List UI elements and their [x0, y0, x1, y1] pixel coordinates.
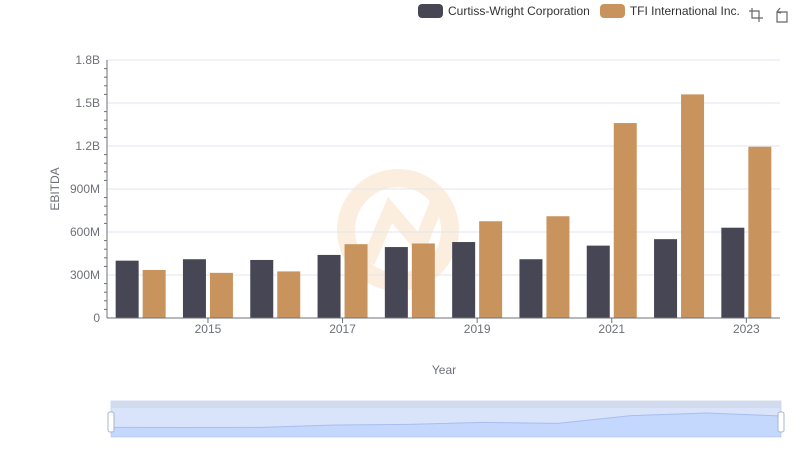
- x-axis-title: Year: [432, 363, 456, 377]
- y-tick-label: 1.5B: [75, 96, 100, 110]
- y-axis-title: EBITDA: [48, 167, 62, 210]
- bar-curtiss-wright-2021[interactable]: [586, 245, 610, 318]
- zoom-move-bar[interactable]: [111, 401, 781, 408]
- toolbox: [747, 6, 791, 24]
- bar-tfi-2014[interactable]: [142, 269, 166, 318]
- axes: 0 300M 600M 900M 1.2B 1.5B 1.8B 2015 2017 2019 202…: [70, 53, 780, 336]
- bar-curtiss-wright-2018[interactable]: [384, 247, 408, 318]
- y-tick-label: 0: [93, 311, 100, 325]
- legend-label: Curtiss-Wright Corporation: [448, 4, 590, 18]
- x-tick-label: 2023: [733, 322, 760, 336]
- legend-item-tfi[interactable]: TFI International Inc.: [599, 4, 740, 18]
- bar-curtiss-wright-2020[interactable]: [519, 259, 543, 318]
- bar-curtiss-wright-2016[interactable]: [250, 259, 274, 318]
- bar-tfi-2016[interactable]: [277, 271, 301, 318]
- x-tick-label: 2017: [329, 322, 356, 336]
- bar-curtiss-wright-2019[interactable]: [452, 242, 476, 318]
- watermark-mark: [361, 196, 445, 265]
- y-tick-label: 1.2B: [75, 139, 100, 153]
- legend: Curtiss-Wright Corporation TFI Internati…: [418, 4, 750, 18]
- x-tick-label: 2015: [195, 322, 222, 336]
- bar-curtiss-wright-2015[interactable]: [182, 259, 206, 318]
- legend-swatch: [599, 4, 625, 18]
- bar-tfi-2023[interactable]: [748, 146, 772, 318]
- zoom-handle-right[interactable]: [777, 411, 785, 433]
- zoom-preview-line: [110, 412, 782, 428]
- zoom-icon[interactable]: [747, 6, 765, 24]
- bar-curtiss-wright-2017[interactable]: [317, 254, 341, 318]
- legend-label: TFI International Inc.: [629, 4, 740, 18]
- bar-tfi-2020[interactable]: [546, 216, 570, 318]
- x-tick-label: 2021: [598, 322, 625, 336]
- y-tick-label: 900M: [70, 182, 100, 196]
- legend-swatch: [418, 4, 443, 18]
- bars: [115, 94, 772, 319]
- bar-tfi-2019[interactable]: [479, 221, 503, 318]
- bar-curtiss-wright-2023[interactable]: [721, 227, 745, 318]
- bar-tfi-2017[interactable]: [344, 244, 368, 318]
- zoom-preview-area: [111, 413, 781, 437]
- bar-tfi-2022[interactable]: [681, 94, 705, 319]
- restore-icon[interactable]: [773, 6, 791, 24]
- bar-curtiss-wright-2014[interactable]: [115, 260, 139, 318]
- y-tick-label: 300M: [70, 268, 100, 282]
- bar-tfi-2021[interactable]: [613, 123, 637, 318]
- data-zoom-slider[interactable]: [107, 400, 785, 438]
- y-tick-label: 600M: [70, 225, 100, 239]
- zoom-handle-left[interactable]: [107, 411, 115, 433]
- y-tick-label: 1.8B: [75, 53, 100, 67]
- bar-tfi-2018[interactable]: [411, 243, 435, 318]
- bar-tfi-2015[interactable]: [209, 272, 233, 318]
- legend-item-curtiss-wright[interactable]: Curtiss-Wright Corporation: [418, 4, 590, 18]
- x-tick-label: 2019: [464, 322, 491, 336]
- bar-curtiss-wright-2022[interactable]: [654, 239, 678, 318]
